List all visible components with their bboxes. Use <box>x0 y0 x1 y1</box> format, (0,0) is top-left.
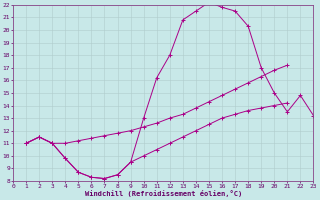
X-axis label: Windchill (Refroidissement éolien,°C): Windchill (Refroidissement éolien,°C) <box>84 190 242 197</box>
